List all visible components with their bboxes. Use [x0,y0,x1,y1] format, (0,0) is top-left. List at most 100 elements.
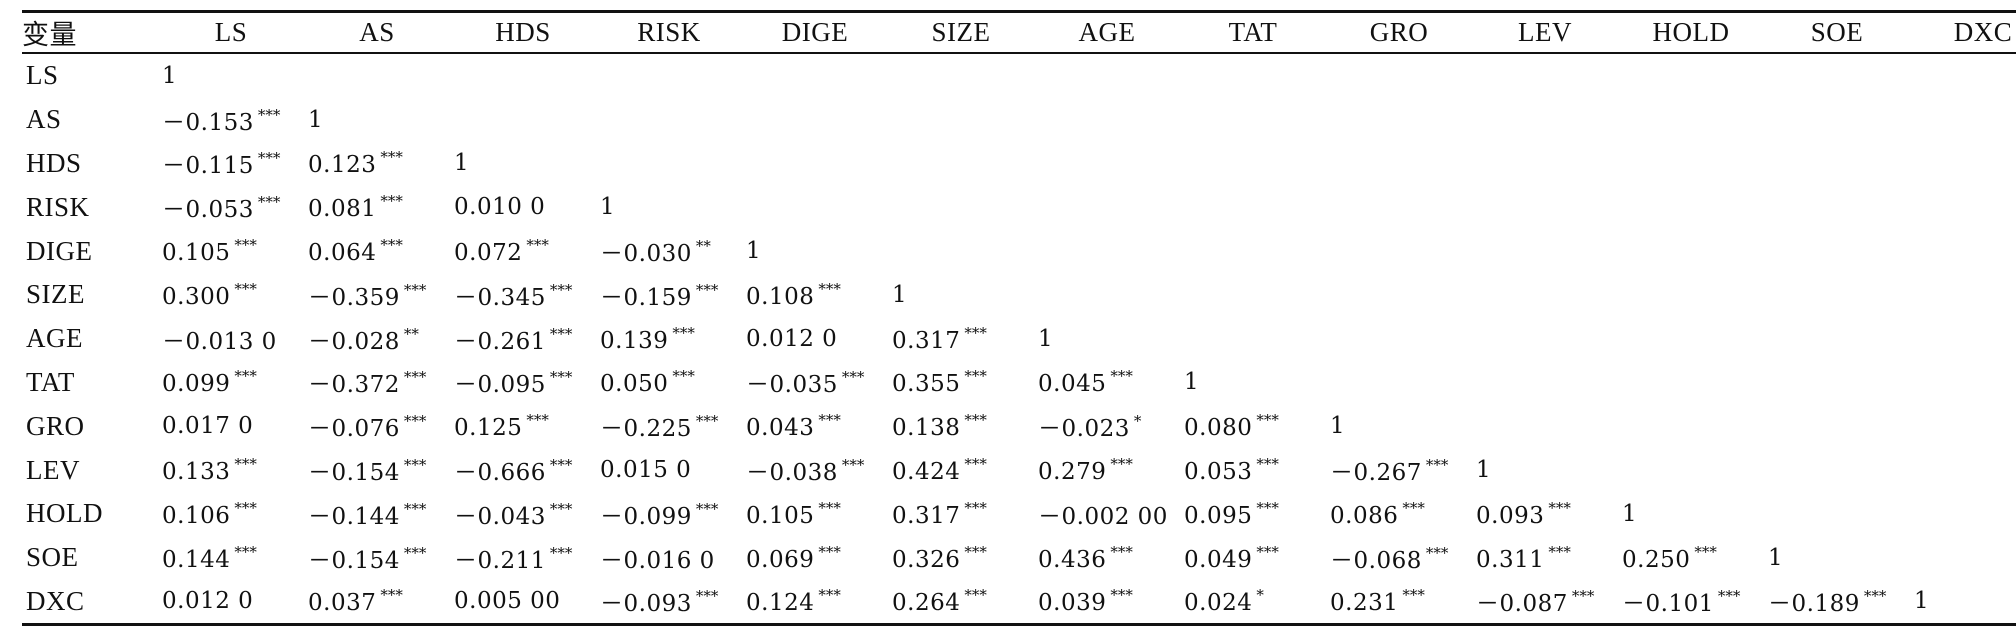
row-variable-label: SIZE [26,279,85,310]
row-variable-label: LEV [26,454,80,485]
header-hold: HOLD [1652,17,1730,47]
correlation-value: 0.095 [1184,502,1253,529]
header-ls: LS [214,17,248,47]
correlation-value: －0.144 [308,503,400,530]
significance-stars: *** [234,279,257,298]
correlation-cell: －0.211 *** [450,536,596,580]
table-row: LS 1 [22,53,2016,98]
correlation-value: 0.045 [1038,371,1107,398]
correlation-cell [1910,142,2016,186]
significance-stars: *** [234,455,257,474]
correlation-cell [742,53,888,98]
table-row: TAT 0.099 *** －0.372 *** －0.095 *** 0.050 *** －0.… [22,361,2016,405]
table-row: SIZE 0.300 *** －0.359 *** －0.345 *** －0.159 *** 0… [22,273,2016,317]
correlation-cell [1910,536,2016,580]
correlation-value: 0.069 [746,546,815,573]
correlation-value: 0.015 0 [600,457,692,484]
correlation-cell: 0.317 *** [888,317,1034,361]
correlation-cell: －0.154 *** [304,536,450,580]
correlation-cell [742,142,888,186]
correlation-cell [1764,448,1910,492]
correlation-value: －0.095 [454,372,546,399]
correlation-value: －0.099 [600,503,692,530]
correlation-value: －0.093 [600,591,692,618]
correlation-cell: 1 [158,53,304,98]
significance-stars: *** [1717,587,1741,606]
correlation-cell [1180,142,1326,186]
table-row: GRO 0.017 0 －0.076 *** 0.125 *** －0.225 *** 0.04… [22,404,2016,448]
significance-stars: *** [818,542,841,561]
correlation-cell [1034,98,1180,142]
correlation-cell: 0.106 *** [158,492,304,536]
correlation-cell: －0.115 *** [158,142,304,186]
header-gro: GRO [1369,17,1429,47]
correlation-cell: 0.086 *** [1326,492,1472,536]
correlation-cell [596,53,742,98]
correlation-cell [1326,185,1472,229]
significance-stars: *** [234,236,257,255]
correlation-value: －0.154 [308,460,400,487]
header-risk: RISK [637,17,701,47]
correlation-value: 0.012 0 [746,325,838,352]
correlation-cell: －0.144 *** [304,492,450,536]
correlation-value: －0.053 [162,197,254,224]
correlation-cell: －0.101 *** [1618,580,1764,625]
correlation-cell [1034,185,1180,229]
correlation-value: 0.326 [892,546,961,573]
correlation-value: 0.043 [746,415,815,442]
correlation-value: 0.250 [1622,546,1691,573]
correlation-value: 0.138 [892,415,961,442]
row-variable-label: LS [26,60,59,91]
correlation-cell: 1 [742,229,888,273]
significance-stars: *** [818,586,841,605]
correlation-cell: 0.250 *** [1618,536,1764,580]
significance-stars: *** [964,323,987,342]
row-variable-label: AGE [26,323,83,354]
correlation-value: －0.345 [454,284,546,311]
correlation-cell: 0.264 *** [888,580,1034,625]
significance-stars: *** [1571,587,1595,606]
correlation-cell [1180,229,1326,273]
correlation-cell: －0.359 *** [304,273,450,317]
correlation-cell [1764,185,1910,229]
significance-stars: *** [257,105,281,124]
correlation-value: －0.016 0 [600,547,715,574]
correlation-value: －0.666 [454,460,546,487]
correlation-cell [1034,273,1180,317]
correlation-cell: 0.105 *** [158,229,304,273]
significance-stars: *** [234,498,257,517]
significance-stars: *** [1256,455,1279,474]
correlation-value: 0.099 [162,371,231,398]
significance-stars: *** [549,456,573,475]
correlation-cell: 0.124 *** [742,580,888,625]
correlation-cell: 0.053 *** [1180,448,1326,492]
significance-stars: *** [549,543,573,562]
correlation-cell: －0.076 *** [304,404,450,448]
correlation-cell: －0.002 00 [1034,492,1180,536]
correlation-cell [1618,185,1764,229]
correlation-value: 0.300 [162,283,231,310]
correlation-cell [1910,185,2016,229]
significance-stars: *** [818,411,841,430]
significance-stars: *** [695,412,719,431]
correlation-value: 0.125 [454,415,523,442]
table-row: DXC 0.012 0 0.037 *** 0.005 00 －0.093 *** 0.124… [22,580,2016,625]
header-lev: LEV [1518,17,1572,47]
correlation-value: 0.436 [1038,546,1107,573]
correlation-cell [1618,142,1764,186]
correlation-cell [1764,142,1910,186]
header-age: AGE [1078,17,1136,47]
correlation-value: 1 [892,281,908,308]
correlation-cell: －0.095 *** [450,361,596,405]
correlation-cell: 0.037 *** [304,580,450,625]
correlation-value: 0.105 [162,240,231,267]
significance-stars: *** [695,280,719,299]
table-body: LS 1 AS －0.153 *** 1 HDS －0.115 *** 0.123 *** 1 RISK… [22,53,2016,625]
significance-stars: *** [672,323,695,342]
significance-stars: ** [695,237,711,256]
significance-stars: *** [1548,542,1571,561]
significance-stars: *** [234,542,257,561]
table-header-row: 变量 LS AS HDS RISK DIGE SIZE AGE TAT GRO LEV HOLD SOE… [22,11,2016,53]
correlation-cell [596,142,742,186]
row-variable-label: SOE [26,542,79,573]
